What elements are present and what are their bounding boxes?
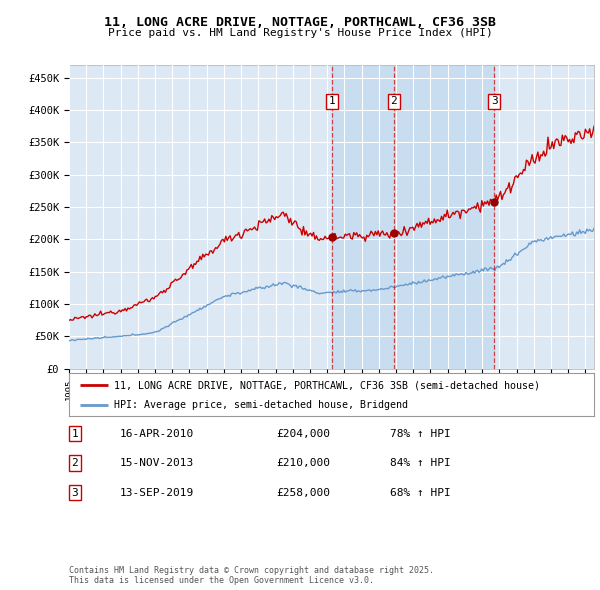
Text: 78% ↑ HPI: 78% ↑ HPI	[390, 429, 451, 438]
Text: 11, LONG ACRE DRIVE, NOTTAGE, PORTHCAWL, CF36 3SB (semi-detached house): 11, LONG ACRE DRIVE, NOTTAGE, PORTHCAWL,…	[113, 381, 539, 391]
Text: £210,000: £210,000	[276, 458, 330, 468]
Text: 1: 1	[71, 429, 79, 438]
Text: Contains HM Land Registry data © Crown copyright and database right 2025.
This d: Contains HM Land Registry data © Crown c…	[69, 566, 434, 585]
Text: £258,000: £258,000	[276, 488, 330, 497]
Text: 1: 1	[329, 96, 335, 106]
Text: Price paid vs. HM Land Registry's House Price Index (HPI): Price paid vs. HM Land Registry's House …	[107, 28, 493, 38]
Text: £204,000: £204,000	[276, 429, 330, 438]
Text: 68% ↑ HPI: 68% ↑ HPI	[390, 488, 451, 497]
Text: 84% ↑ HPI: 84% ↑ HPI	[390, 458, 451, 468]
Bar	[332, 65, 494, 369]
Text: 2: 2	[391, 96, 397, 106]
Text: 11, LONG ACRE DRIVE, NOTTAGE, PORTHCAWL, CF36 3SB: 11, LONG ACRE DRIVE, NOTTAGE, PORTHCAWL,…	[104, 16, 496, 29]
Text: 3: 3	[491, 96, 498, 106]
Text: 16-APR-2010: 16-APR-2010	[120, 429, 194, 438]
Text: 13-SEP-2019: 13-SEP-2019	[120, 488, 194, 497]
Text: 2: 2	[71, 458, 79, 468]
Text: HPI: Average price, semi-detached house, Bridgend: HPI: Average price, semi-detached house,…	[113, 401, 407, 410]
Text: 3: 3	[71, 488, 79, 497]
Text: 15-NOV-2013: 15-NOV-2013	[120, 458, 194, 468]
